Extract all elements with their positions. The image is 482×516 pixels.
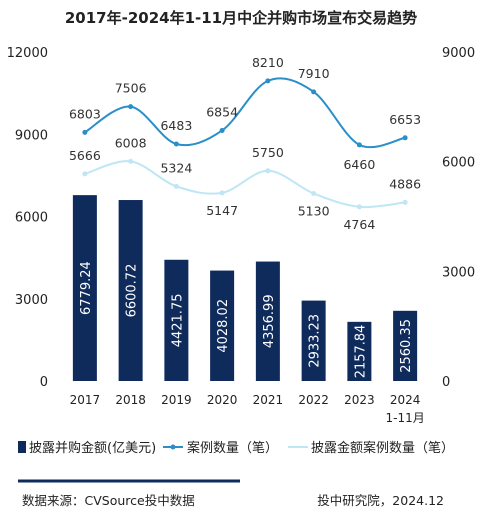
line-value-label: 7506	[115, 81, 147, 96]
bar	[118, 200, 143, 381]
line-point	[173, 183, 179, 189]
line-point	[128, 104, 134, 110]
line-value-label: 6803	[69, 106, 101, 121]
bar-value-label: 2560.35	[399, 319, 414, 373]
line-point	[356, 204, 362, 210]
bar-value-label: 2933.23	[308, 314, 323, 368]
line-value-label: 5324	[160, 160, 192, 175]
bar-value-label: 4356.99	[262, 294, 277, 348]
line-point	[173, 141, 179, 147]
bar	[164, 259, 189, 381]
x-tick-label: 2017	[70, 393, 101, 407]
bar-value-label: 2157.84	[353, 325, 368, 379]
line-point	[82, 171, 88, 177]
line-point	[265, 168, 271, 174]
bar-labels: 6779.24 6600.72 4421.75 4028.02 4356.99 2933.…	[79, 261, 414, 378]
x-axis: 2017 2018 2019 2020 2021 2022 2023 2024 1-11月	[70, 393, 425, 425]
footer: 数据来源：CVSource投中数据 投中研究院，2024.12	[18, 479, 444, 508]
bar-value-label: 4421.75	[170, 294, 185, 348]
legend-swatch-marker	[170, 444, 176, 450]
bar	[255, 261, 280, 381]
x-tick-label: 2023	[344, 393, 375, 407]
right-tick-label: 6000	[442, 156, 475, 171]
line-value-label: 5666	[69, 148, 101, 163]
left-tick-label: 3000	[15, 293, 48, 308]
line-point	[311, 89, 317, 95]
line-value-label: 6653	[389, 112, 421, 127]
left-tick-label: 9000	[15, 128, 48, 143]
line-value-label: 4886	[389, 176, 421, 191]
x-tick-label: 2024 1-11月	[386, 393, 425, 425]
bar-value-label: 6779.24	[79, 261, 94, 315]
line-point	[402, 199, 408, 205]
line-value-label: 5147	[206, 203, 238, 218]
x-tick-label: 2020	[207, 393, 238, 407]
line-value-label: 5750	[252, 145, 284, 160]
left-tick-label: 0	[40, 375, 48, 390]
x-tick-label: 2018	[115, 393, 146, 407]
line-value-label: 7910	[298, 66, 330, 81]
legend-label: 披露并购金额(亿美元)	[29, 440, 156, 456]
line-value-label: 6483	[160, 118, 192, 133]
line-point	[265, 78, 271, 84]
line-value-label: 5130	[298, 203, 330, 218]
legend: 披露并购金额(亿美元) 案例数量（笔） 披露金额案例数量（笔）	[18, 440, 454, 456]
line-point	[356, 142, 362, 148]
chart-title: 2017年-2024年1-11月中企并购市场宣布交易趋势	[65, 9, 417, 27]
bar-value-label: 6600.72	[125, 264, 140, 318]
bar	[393, 310, 418, 381]
line-value-label: 6008	[115, 135, 147, 150]
right-tick-label: 3000	[442, 265, 475, 280]
credit-text: 投中研究院，2024.12	[317, 493, 444, 508]
line-point	[128, 158, 134, 164]
legend-swatch-bar	[18, 441, 26, 453]
line-series: 6803 7506 6483 6854 8210 7910 6460 6653 5666 6008…	[69, 55, 421, 232]
line-value-label: 6854	[206, 104, 238, 119]
line-point	[82, 129, 88, 135]
x-tick-label: 2019	[161, 393, 192, 407]
series-line	[84, 77, 406, 149]
line-point	[311, 190, 317, 196]
line-point	[219, 190, 225, 196]
bar-series	[72, 195, 418, 381]
bar	[210, 270, 235, 381]
line-point	[219, 127, 225, 133]
legend-label: 案例数量（笔）	[187, 440, 278, 456]
left-tick-label: 12000	[7, 46, 48, 61]
bar-value-label: 4028.02	[216, 299, 231, 353]
source-text: 数据来源：CVSource投中数据	[22, 493, 195, 508]
series-line	[84, 160, 406, 209]
legend-label: 披露金额案例数量（笔）	[311, 440, 454, 456]
line-value-label: 6460	[343, 157, 375, 172]
bar	[72, 195, 97, 381]
left-axis: 0 3000 6000 9000 12000	[7, 46, 48, 390]
bar	[347, 321, 372, 381]
x-tick-label: 2022	[298, 393, 329, 407]
x-tick-label: 2021	[253, 393, 284, 407]
right-tick-label: 9000	[442, 46, 475, 61]
left-tick-label: 6000	[15, 211, 48, 226]
right-axis: 0 3000 6000 9000	[442, 46, 475, 390]
line-point	[402, 135, 408, 141]
line-value-label: 8210	[252, 55, 284, 70]
right-tick-label: 0	[442, 375, 450, 390]
bar	[301, 300, 326, 381]
line-value-label: 4764	[343, 217, 375, 232]
